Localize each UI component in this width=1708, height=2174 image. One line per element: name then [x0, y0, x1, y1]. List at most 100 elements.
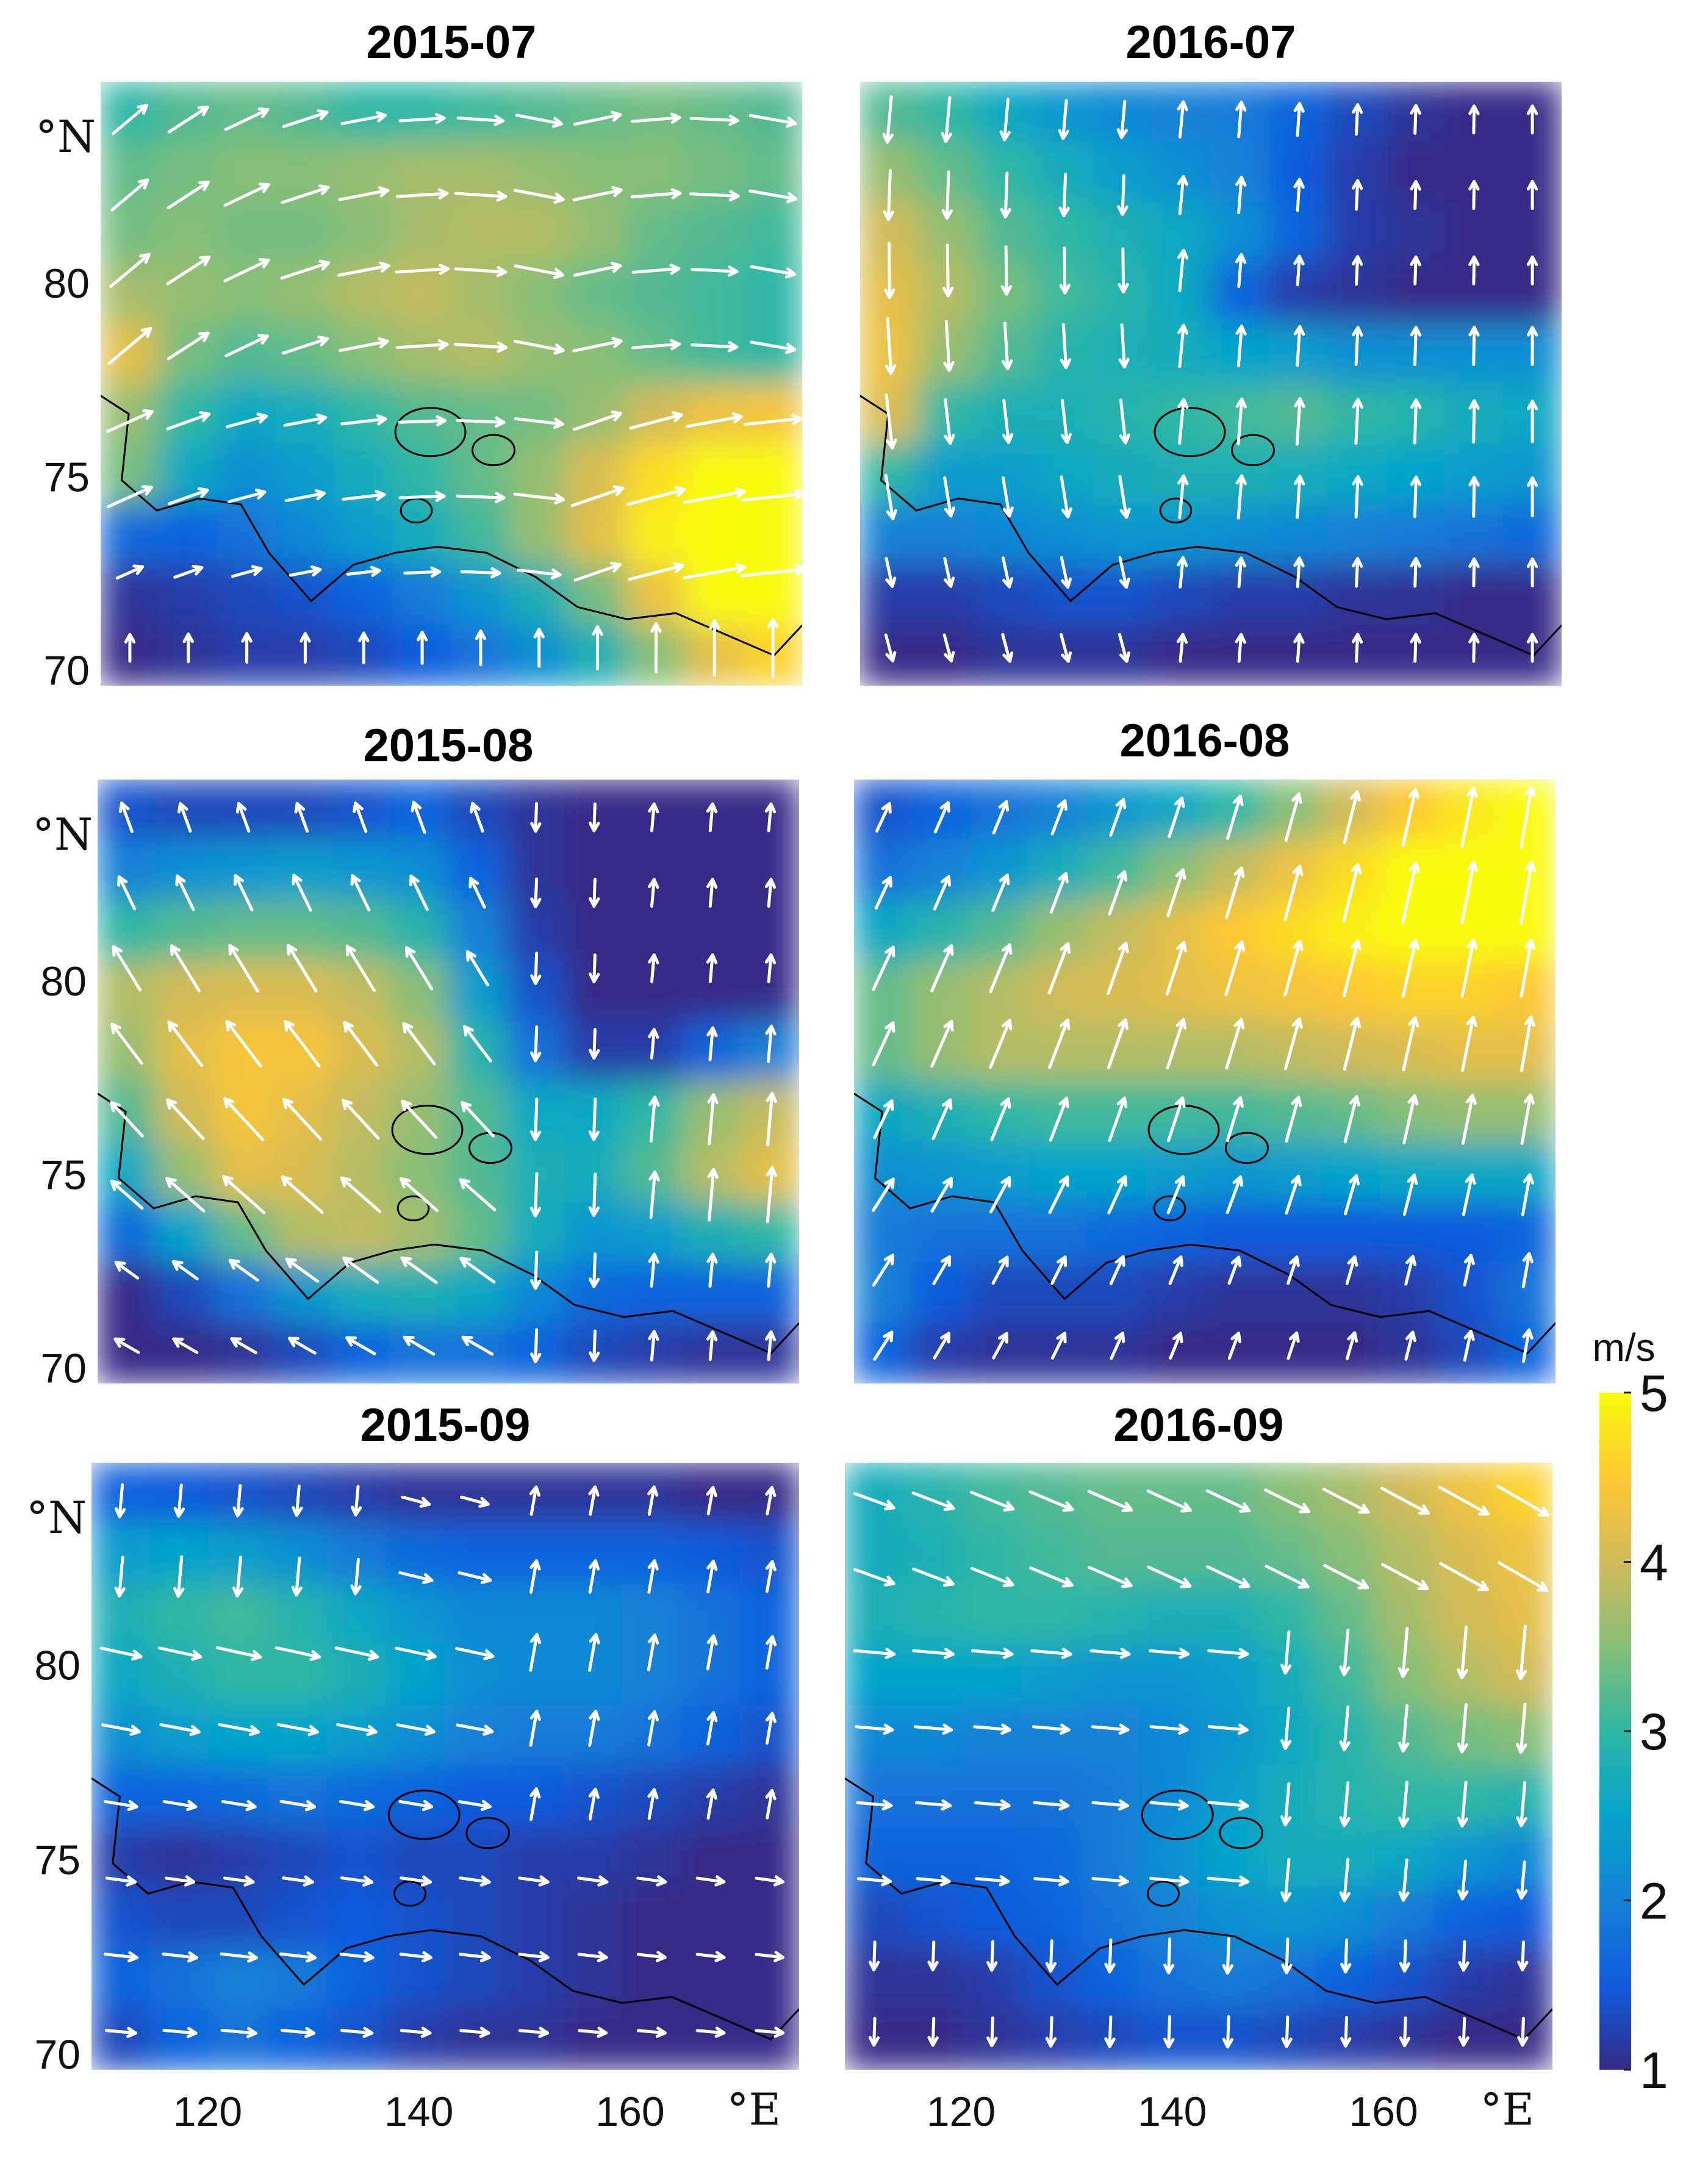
x-axis-unit: °E — [1480, 2084, 1534, 2135]
heatmap-cell — [149, 2008, 210, 2070]
wind-arrow — [173, 1555, 185, 1598]
wind-arrow — [648, 1252, 659, 1288]
wind-arrow — [1339, 1628, 1351, 1676]
wind-arrow — [1342, 863, 1362, 923]
wind-arrow — [1380, 1487, 1430, 1515]
wind-arrow — [1517, 1940, 1529, 1971]
wind-arrow — [636, 1875, 667, 1887]
wind-arrow — [1516, 1702, 1527, 1754]
wind-arrow — [1060, 398, 1072, 444]
heatmap-cell — [158, 82, 218, 143]
wind-arrow — [1340, 2015, 1352, 2048]
heatmap-cell — [1080, 1523, 1141, 1585]
wind-arrow — [1460, 861, 1478, 925]
island-outline — [387, 1789, 461, 1840]
heatmap-cell — [209, 2008, 269, 2070]
heatmap-cell — [1438, 1202, 1498, 1263]
wind-arrow — [913, 1723, 953, 1735]
heatmap-cell — [149, 1826, 210, 1889]
heatmap-cell — [275, 262, 336, 324]
wind-arrow — [227, 488, 267, 504]
heatmap-cell — [448, 1322, 508, 1383]
heatmap-cell — [1321, 1322, 1381, 1383]
heatmap-cell — [445, 1705, 505, 1767]
wind-arrow — [109, 1100, 144, 1138]
heatmap-cell — [386, 1705, 446, 1767]
island-outline — [393, 1881, 427, 1907]
wind-arrow — [1002, 398, 1014, 444]
heatmap-cell — [1139, 1765, 1199, 1828]
wind-arrow — [573, 561, 622, 582]
wind-arrow — [916, 1875, 951, 1887]
wind-arrow — [1398, 1781, 1410, 1828]
wind-arrow — [1002, 556, 1014, 589]
wind-arrow — [281, 1875, 314, 1887]
wind-arrow — [459, 1257, 496, 1284]
wind-arrow — [110, 178, 149, 212]
wind-arrow — [572, 185, 623, 202]
wind-arrow — [1060, 633, 1072, 663]
wind-arrow — [1468, 476, 1480, 518]
heatmap-cell — [445, 1644, 505, 1706]
heatmap-cell — [448, 900, 508, 961]
heatmap-cell — [1204, 1322, 1264, 1383]
heatmap-cell — [739, 1826, 799, 1889]
island-outline — [1146, 1881, 1180, 1907]
wind-arrow — [853, 1568, 895, 1587]
heatmap-cell — [1262, 780, 1322, 841]
heatmap-cell — [98, 900, 157, 961]
wind-arrow — [173, 1483, 185, 1518]
heatmap-cell — [392, 564, 452, 626]
panel-title: 2016-07 — [1126, 16, 1296, 68]
wind-arrow — [456, 416, 506, 428]
wind-arrow — [340, 111, 387, 126]
heatmap-cell — [509, 142, 569, 203]
wind-arrow — [1149, 1648, 1190, 1659]
heatmap-cell — [268, 1826, 328, 1889]
heatmap-cell — [101, 262, 160, 324]
wind-arrow — [765, 1024, 777, 1063]
wind-arrow — [1526, 180, 1538, 210]
wind-arrow — [1177, 556, 1188, 589]
heatmap-cell — [1379, 780, 1440, 841]
heatmap-cell — [331, 780, 391, 841]
heatmap-cell — [1028, 1202, 1089, 1263]
heatmap-cell — [158, 504, 218, 565]
wind-arrow — [1176, 633, 1188, 663]
heatmap-cell — [976, 625, 1036, 686]
wind-arrow — [529, 1559, 541, 1594]
heatmap-cell — [1080, 1584, 1141, 1646]
wind-arrow — [764, 802, 777, 833]
heatmap-cell — [209, 1948, 269, 2010]
wind-arrow — [1526, 557, 1538, 587]
wind-arrow — [1058, 173, 1070, 218]
wind-arrow — [943, 320, 955, 372]
wind-arrow — [930, 944, 954, 992]
wind-arrow — [529, 1709, 541, 1747]
wind-arrow — [1207, 1648, 1249, 1659]
wind-arrow — [284, 1020, 321, 1068]
wind-arrow — [1343, 1095, 1360, 1144]
wind-arrow — [1520, 939, 1536, 998]
panel-title: 2016-08 — [1120, 715, 1290, 767]
heatmap-cell — [272, 1021, 332, 1082]
wind-arrow — [706, 953, 718, 983]
heatmap-cell — [845, 1705, 905, 1767]
heatmap-cell — [506, 900, 566, 961]
wind-arrow — [1515, 1624, 1527, 1681]
wind-arrow — [409, 874, 429, 911]
heatmap-cell — [962, 1765, 1022, 1828]
wind-arrow — [402, 1022, 436, 1066]
wind-arrow — [1458, 1940, 1469, 1972]
x-axis-unit: °E — [727, 2084, 781, 2135]
wind-arrow — [1227, 1255, 1242, 1285]
wind-arrow — [647, 1559, 659, 1594]
heatmap-cell — [911, 1081, 972, 1143]
heatmap-cell — [272, 780, 332, 841]
heatmap-cell — [331, 1262, 391, 1324]
wind-arrow — [576, 1875, 609, 1887]
heatmap-cell — [217, 202, 277, 264]
wind-arrow — [927, 1940, 939, 1971]
wind-arrow — [648, 1028, 659, 1060]
heatmap-cell — [214, 1081, 274, 1143]
